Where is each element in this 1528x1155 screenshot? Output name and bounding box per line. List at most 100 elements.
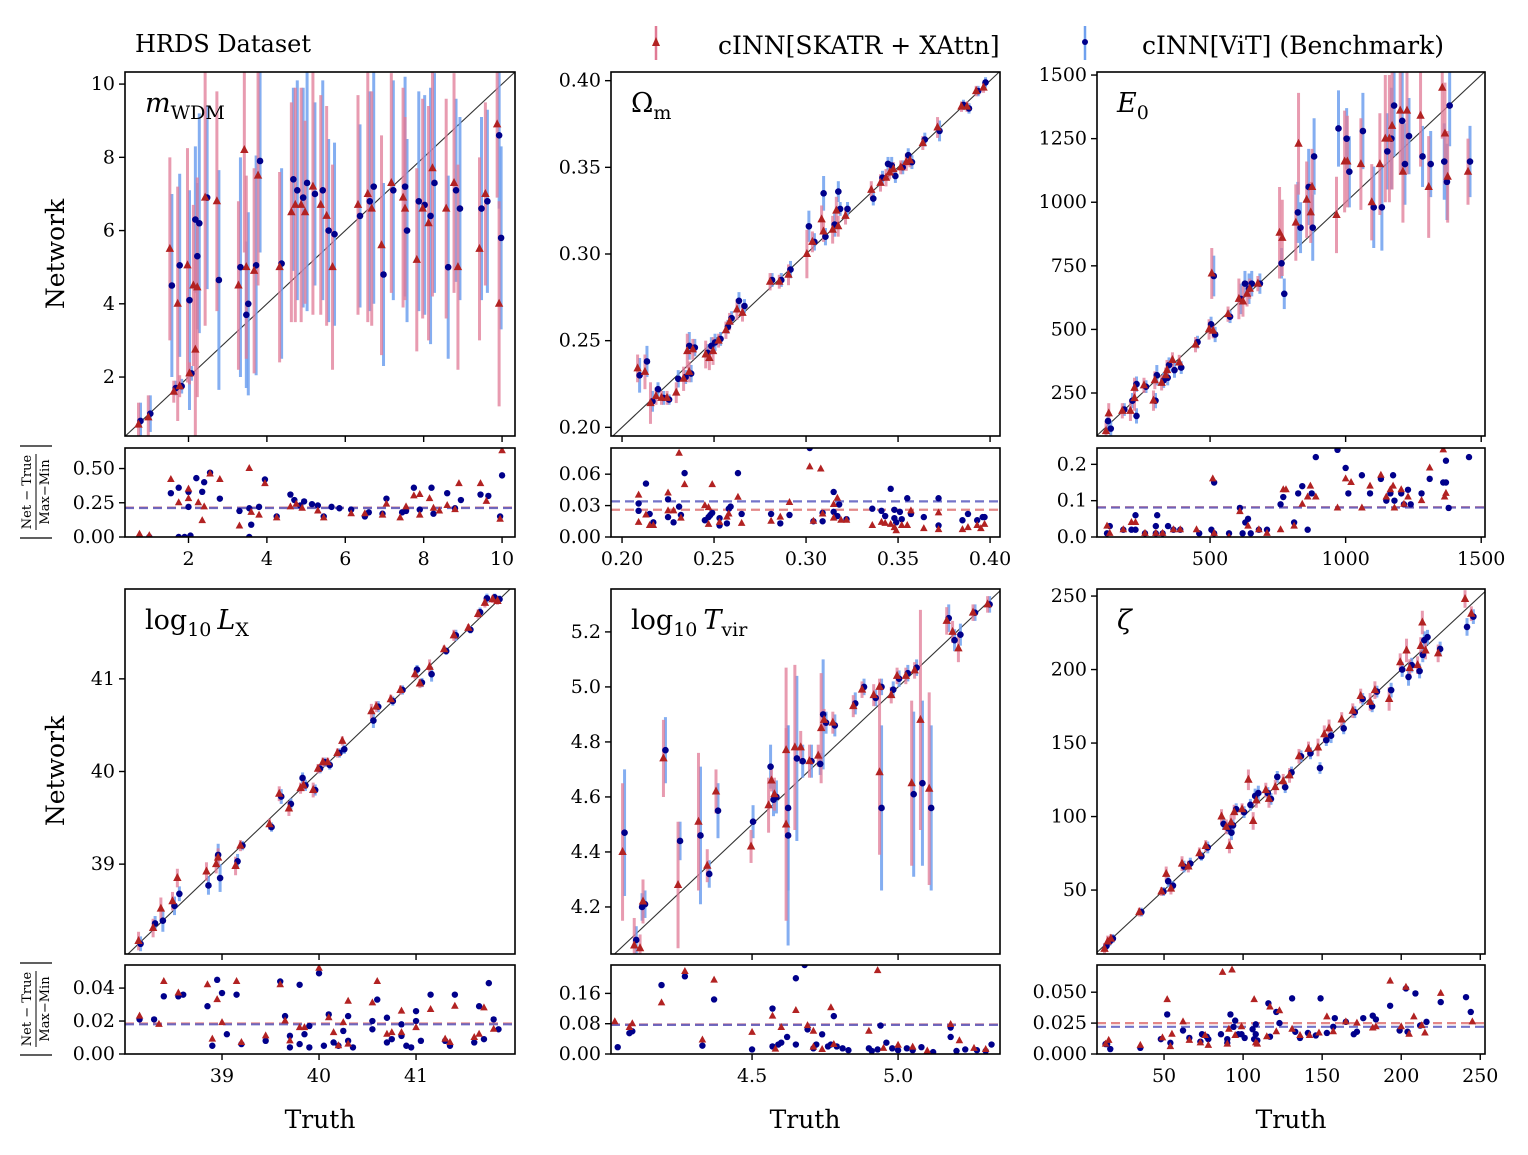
skatr-residual-point [425,494,434,502]
skatr-point [694,816,703,825]
skatr-point [1135,907,1144,916]
panel-parameter-label: log10 LX [145,605,249,641]
skatr-point [1294,138,1303,147]
skatr-residual-point [232,976,241,984]
skatr-point [242,262,251,271]
vit-point [303,179,311,187]
skatr-point [418,203,427,212]
skatr-point [338,735,347,744]
vit-residual-point [330,1039,337,1046]
vit-residual-point [412,1017,420,1025]
skatr-point [1225,840,1234,849]
label-subscript: 10 [673,619,697,641]
skatr-point [1416,110,1425,119]
vit-residual-point [1407,501,1414,508]
vit-point [822,233,829,240]
residual-axes-frame [1096,964,1486,1055]
skatr-point [808,236,817,245]
skatr-point [191,344,200,353]
vit-residual-point [1241,1034,1248,1042]
vit-point [741,302,748,310]
skatr-residual-point [1236,507,1244,515]
vit-residual-point [1465,453,1473,461]
vit-residual-point [1299,482,1306,490]
y-tick-label: 150 [1051,732,1087,754]
vit-point [176,890,183,898]
skatr-residual-point [680,480,689,488]
vit-residual-point [1217,1031,1225,1038]
skatr-point [1191,339,1200,348]
skatr-point [933,122,942,131]
skatr-point [1106,933,1116,942]
skatr-point [1166,883,1176,892]
vit-residual-point [681,469,688,477]
vit-point [1343,135,1350,142]
skatr-point [169,386,178,395]
skatr-point [367,706,376,715]
vit-residual-point [964,510,972,518]
vit-residual-point [213,976,221,984]
skatr-point [901,670,911,679]
vit-residual-point [792,1041,800,1048]
y-tick-label: 0.40 [559,70,601,92]
vit-point [1387,686,1395,694]
vit-point [793,755,801,762]
skatr-point [1302,194,1311,203]
skatr-residual-point [675,448,683,456]
vit-residual-point [830,488,837,496]
skatr-residual-point [1163,995,1172,1003]
skatr-residual-point [378,510,387,518]
x-tick-label: 40 [307,1065,331,1087]
skatr-residual-point [907,506,915,514]
skatr-point [1433,648,1443,657]
skatr-residual-point [894,1040,902,1048]
legend: cINN[SKATR + XAttn] cINN[ViT] (Benchmark… [652,26,1444,60]
vit-point [1241,280,1249,287]
vit-point [1440,158,1448,165]
skatr-point [488,594,497,603]
skatr-point [1405,663,1414,672]
vit-residual-point [1404,486,1412,493]
skatr-residual-point [1196,1038,1205,1046]
x-tick-label: 2 [182,548,194,570]
vit-residual-point [428,484,435,491]
skatr-residual-point [1226,532,1232,537]
vit-point [835,188,842,195]
skatr-residual-point [429,503,438,511]
skatr-point [767,775,776,784]
skatr-point [876,177,885,186]
skatr-point [907,778,916,787]
vit-residual-point [929,1048,937,1054]
vit-residual-point [1164,1011,1171,1018]
skatr-point [1201,840,1210,849]
vit-point [370,717,377,724]
skatr-residual-point [1103,521,1111,529]
skatr-point [173,873,182,882]
vit-residual-point [973,517,981,524]
skatr-residual-point [300,1023,309,1031]
x-tick-label: 39 [210,1065,234,1087]
vit-residual-point [1353,1028,1361,1035]
vit-residual-point [1330,1023,1337,1031]
skatr-point [1234,293,1244,302]
vit-residual-point [670,519,677,526]
skatr-point [1261,785,1271,794]
skatr-residual-point [1244,521,1252,529]
vit-residual-point [792,975,800,982]
vit-residual-point [1132,526,1139,533]
skatr-point [441,203,451,212]
skatr-point [1253,278,1263,287]
panel-parameter-label: ζ [1117,605,1133,636]
skatr-residual-point [1306,481,1315,489]
skatr-residual-point [361,509,369,517]
skatr-point [638,896,648,905]
skatr-point [764,800,773,809]
vit-point [957,631,964,638]
skatr-point [887,690,896,699]
vit-point [869,195,877,202]
skatr-residual-point [768,1011,777,1019]
residual-y-tick-label: 0.50 [73,458,115,480]
vit-residual-point [738,510,745,518]
x-tick-label: 6 [339,548,351,570]
skatr-point [287,207,296,216]
